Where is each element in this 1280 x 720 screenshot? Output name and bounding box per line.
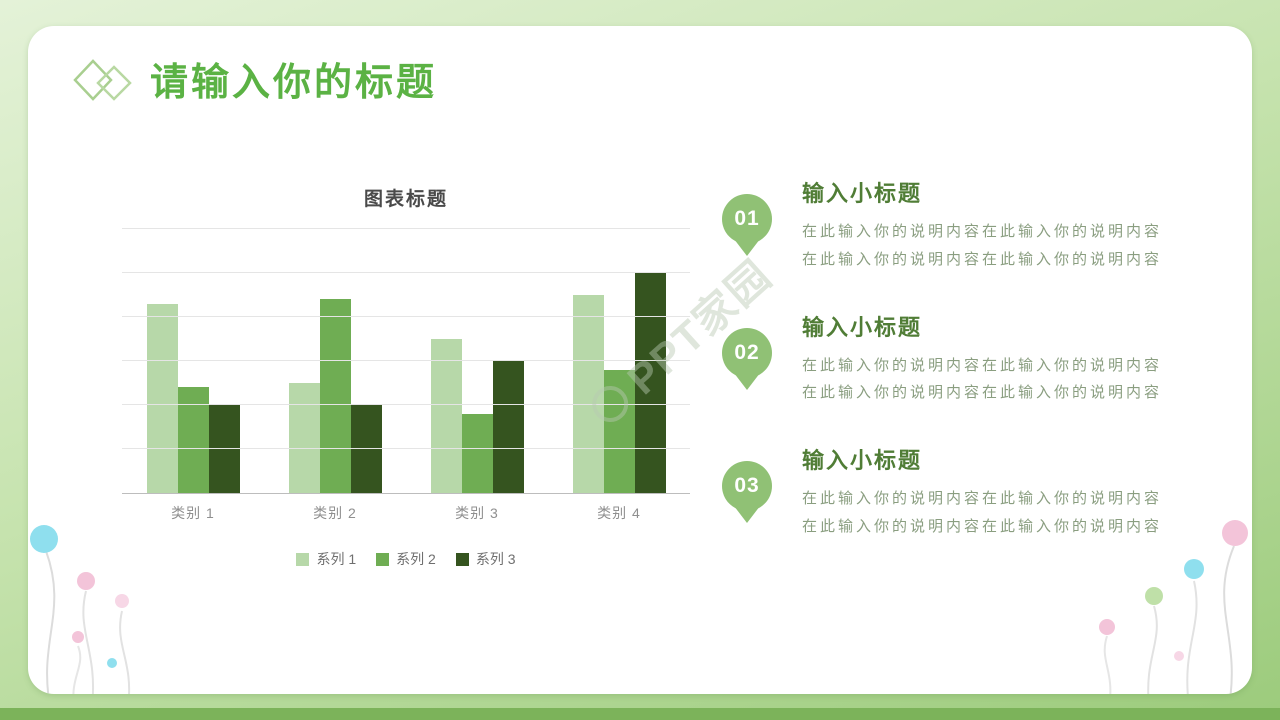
page-title: 请输入你的标题 xyxy=(150,61,438,104)
item-body: 在此输入你的说明内容在此输入你的说明内容 在此输入你的说明内容在此输入你的说明内… xyxy=(802,356,1163,402)
bar-系列 1-类别 3 xyxy=(430,339,462,493)
slide-header: 请输入你的标题 xyxy=(72,56,437,109)
item-body: 在此输入你的说明内容在此输入你的说明内容 在此输入你的说明内容在此输入你的说明内… xyxy=(802,490,1163,535)
bar-系列 3-类别 4 xyxy=(634,273,666,493)
number-pin-icon: 02 xyxy=(722,327,772,378)
category-label: 类别 4 xyxy=(597,505,641,521)
list-item: 03 输入小标题在此输入你的说明内容在此输入你的说明内容 在此输入你的说明内容在此… xyxy=(722,443,1214,541)
chart-title: 图表标题 xyxy=(363,189,448,210)
legend-label: 系列 3 xyxy=(475,551,516,567)
category-label: 类别 2 xyxy=(313,505,357,521)
gridline xyxy=(122,360,690,361)
category-label: 类别 3 xyxy=(455,505,499,521)
text-item-list: 01 输入小标题 在此输入你的说明内容在此输入你的说明内容 在此输入你的说明内容在此… xyxy=(722,176,1214,541)
legend-item: 系列 2 xyxy=(376,549,436,569)
bar-group xyxy=(264,229,406,493)
bar-系列 2-类别 4 xyxy=(603,369,635,493)
gridline xyxy=(122,448,690,449)
bar-系列 1-类别 4 xyxy=(572,295,604,493)
item-heading: 输入小标题 xyxy=(802,314,923,340)
chart-plot-area xyxy=(122,228,690,494)
legend-item: 系列 1 xyxy=(296,549,356,569)
item-number: 03 xyxy=(734,474,760,497)
item-text-block: 输入小标题在此输入你的说明内容在此输入你的说明内容 在此输入你的说明内容在此输入… xyxy=(802,176,1210,274)
list-item: 01 输入小标题在此输入你的说明内容在此输入你的说明内容 在此输入你的说明内容在此… xyxy=(722,176,1214,274)
chart-bars xyxy=(122,229,690,493)
bottom-accent-strip xyxy=(0,708,1280,720)
bar-系列 3-类别 1 xyxy=(208,405,240,493)
item-text-block: 输入小标题在此输入你的说明内容在此输入你的说明内容 在此输入你的说明内容在此输入… xyxy=(802,443,1210,541)
gridline xyxy=(122,316,690,317)
legend-swatch xyxy=(296,552,310,566)
gridline xyxy=(122,404,690,405)
bar-系列 1-类别 1 xyxy=(146,303,178,493)
bar-系列 2-类别 1 xyxy=(177,387,209,493)
legend-label: 系列 2 xyxy=(396,551,436,567)
double-diamond-icon xyxy=(72,56,134,109)
pin-circle: 01 xyxy=(722,194,772,244)
legend-swatch xyxy=(455,552,469,566)
chart-category-axis: 类别 1 类别 2 类别 3 类别 4 xyxy=(122,503,690,523)
slide-card: 请输入你的标题 图表标题 类别 1 类别 2 类别 3 类别 4 系列 1 系列 2 系列… xyxy=(28,26,1252,694)
item-number: 01 xyxy=(734,207,760,230)
category-label: 类别 1 xyxy=(171,505,215,521)
chart-legend: 系列 1 系列 2 系列 3 xyxy=(122,549,690,569)
legend-item: 系列 3 xyxy=(455,549,516,569)
bar-系列 3-类别 2 xyxy=(350,405,382,493)
bar-系列 2-类别 2 xyxy=(319,299,351,493)
item-number: 02 xyxy=(734,340,760,364)
bar-系列 3-类别 3 xyxy=(492,361,524,493)
item-heading: 输入小标题 xyxy=(802,181,923,206)
bar-group xyxy=(548,229,690,493)
legend-label: 系列 1 xyxy=(316,551,357,567)
bar-group xyxy=(406,229,548,493)
bar-系列 2-类别 3 xyxy=(461,413,493,493)
pin-circle: 03 xyxy=(722,461,772,511)
gridline xyxy=(122,272,690,273)
pin-circle: 02 xyxy=(722,327,772,378)
bar-系列 1-类别 2 xyxy=(288,383,320,493)
item-body: 在此输入你的说明内容在此输入你的说明内容 在此输入你的说明内容在此输入你的说明内… xyxy=(802,223,1163,268)
bar-chart: 图表标题 类别 1 类别 2 类别 3 类别 4 系列 1 系列 2 系列 3 xyxy=(122,184,690,569)
legend-swatch xyxy=(376,552,390,566)
bar-group xyxy=(122,229,264,493)
gridline xyxy=(122,228,690,229)
number-pin-icon: 01 xyxy=(722,194,772,244)
number-pin-icon: 03 xyxy=(722,461,772,511)
item-heading: 输入小标题 xyxy=(802,448,923,473)
list-item: 02 输入小标题在此输入你的说明内容在此输入你的说明内容 在此输入你的说明内容在此… xyxy=(722,310,1214,408)
item-text-block: 输入小标题在此输入你的说明内容在此输入你的说明内容 在此输入你的说明内容在此输入… xyxy=(802,310,1210,408)
